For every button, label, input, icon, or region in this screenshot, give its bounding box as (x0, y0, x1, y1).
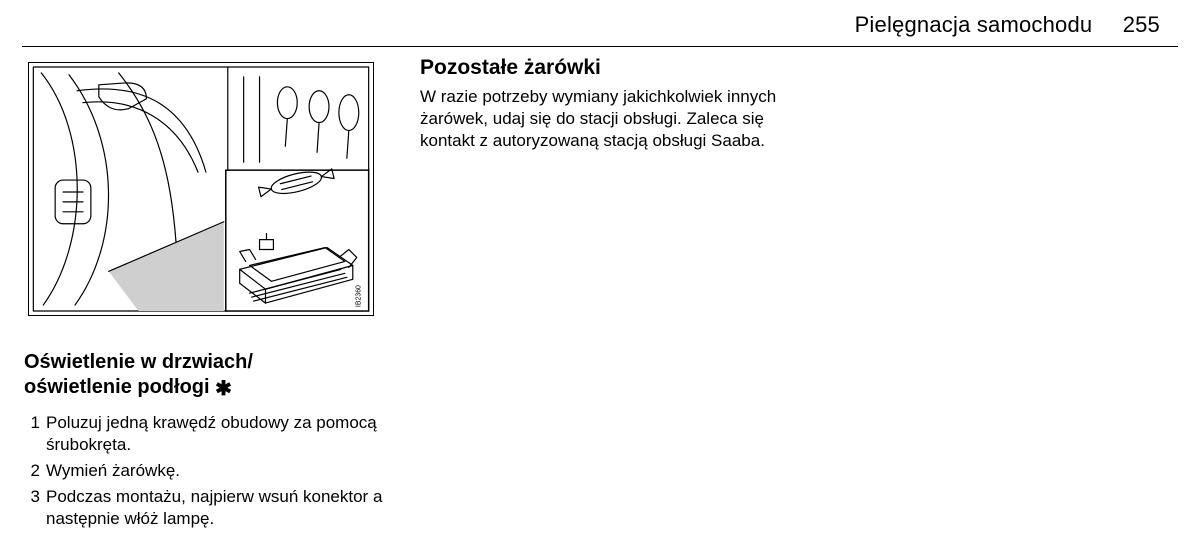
list-item: 1 Poluzuj jedną krawędź obudowy za pomoc… (24, 412, 384, 456)
step-text: Podczas montażu, najpierw wsuń konektor … (46, 486, 384, 530)
footnote-asterisk-icon: ✱ (215, 378, 232, 400)
step-text: Poluzuj jedną krawędź obudowy za pomocą … (46, 412, 384, 456)
list-item: 2 Wymień żarówkę. (24, 460, 384, 482)
page-header: Pielęgnacja samochodu 255 (855, 12, 1160, 38)
steps-list: 1 Poluzuj jedną krawędź obudowy za pomoc… (24, 412, 384, 530)
figure-illustration: IB2360 (29, 63, 373, 315)
header-rule (22, 46, 1178, 47)
section-title-line1: Oświetlenie w drzwiach/ (24, 351, 253, 373)
list-item: 3 Podczas montażu, najpierw wsuń konekto… (24, 486, 384, 530)
left-column: Oświetlenie w drzwiach/ oświetlenie podł… (24, 350, 384, 534)
step-number: 2 (24, 460, 46, 482)
middle-column: Pozostałe żarówki W razie potrzeby wymia… (420, 56, 780, 152)
chapter-title: Pielęgnacja samochodu (855, 12, 1093, 37)
step-number: 3 (24, 486, 46, 530)
section-title-line2: oświetlenie podłogi (24, 376, 210, 398)
section-title-door-light: Oświetlenie w drzwiach/ oświetlenie podł… (24, 350, 384, 402)
section-paragraph: W razie potrzeby wymiany jakichkolwiek i… (420, 86, 780, 152)
figure-code: IB2360 (356, 285, 363, 307)
figure-door-light: IB2360 (28, 62, 374, 316)
page-number: 255 (1123, 12, 1160, 38)
step-number: 1 (24, 412, 46, 456)
section-title-other-bulbs: Pozostałe żarówki (420, 56, 780, 80)
step-text: Wymień żarówkę. (46, 460, 180, 482)
